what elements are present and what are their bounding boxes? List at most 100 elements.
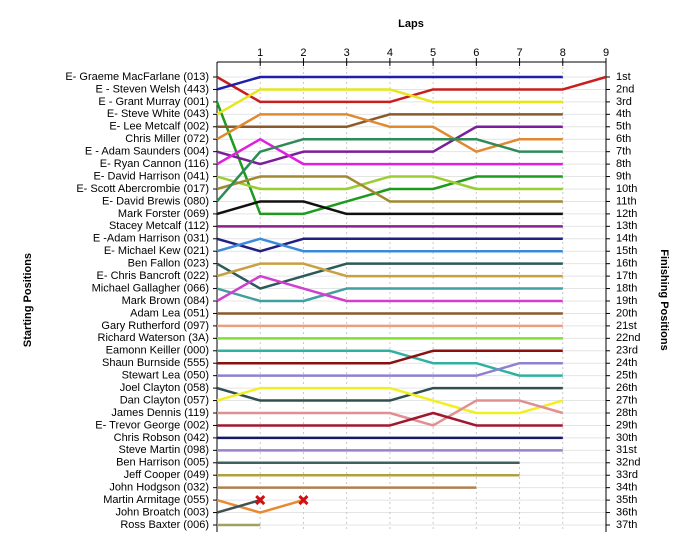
starting-position-label: Chris Robson (042) [114,432,209,444]
starting-position-label: E- Trevor George (002) [95,419,209,431]
x-axis-title: Laps [398,18,424,30]
starting-position-label: E - Grant Murray (001) [98,96,209,108]
position-line [216,274,563,303]
starting-position-label: Martin Armitage (055) [103,494,209,506]
position-line [217,411,563,427]
position-line [216,386,563,402]
position-line [217,399,564,427]
position-line [216,75,563,91]
starting-position-label: Chris Miller (072) [125,133,209,145]
y2-tick-label: 14th [616,233,637,245]
starting-position-label: E - Adam Saunders (004) [85,146,209,158]
position-line [216,498,304,514]
y2-tick-label: 32nd [616,457,640,469]
y2-tick-label: 18th [616,282,637,294]
starting-position-label: E- Graeme MacFarlane (013) [65,71,209,83]
starting-position-label: Jeff Cooper (049) [124,469,209,481]
starting-position-label: E -Adam Harrison (031) [93,233,209,245]
position-line [216,200,563,216]
y2-tick-label: 24th [616,357,637,369]
starting-position-label: John Hodgson (032) [109,482,209,494]
starting-position-label: Shaun Burnside (555) [102,357,209,369]
starting-position-label: Gary Rutherford (097) [101,320,209,332]
starting-position-label: Ben Harrison (005) [116,457,209,469]
y2-tick-label: 27th [616,394,637,406]
starting-position-label: Adam Lea (051) [130,307,209,319]
y2-tick-label: 34th [616,482,637,494]
starting-position-label: James Dennis (119) [111,407,209,419]
retired-marker [255,495,266,506]
starting-position-label: Richard Waterson (3A) [98,332,209,344]
position-line [216,88,563,116]
x-tick-label: 9 [603,47,609,59]
y2-tick-label: 2nd [616,83,634,95]
position-line [216,386,564,415]
y2-tick-label: 23rd [616,345,638,357]
position-line [216,113,563,153]
position-line [216,175,563,203]
position-line [216,498,261,514]
y2-tick-label: 28th [616,407,637,419]
y2-tick-label: 31st [616,444,637,456]
y2-tick-label: 9th [616,170,631,182]
y2-tick-label: 12th [616,208,637,220]
y2-tick-label: 20th [616,307,637,319]
y2-tick-label: 30th [616,432,637,444]
y2-tick-label: 7th [616,146,631,158]
x-tick-label: 8 [560,47,566,59]
starting-position-label: Ben Fallon (023) [128,258,209,270]
position-line [216,237,563,253]
y2-tick-label: 16th [616,258,637,270]
y2-tick-label: 11th [616,195,637,207]
x-tick-label: 5 [430,47,436,59]
y2-tick-label: 26th [616,382,637,394]
position-line [216,125,563,166]
starting-position-label: Michael Gallagher (066) [92,282,209,294]
y2-tick-label: 1st [616,71,631,83]
starting-position-label: Steve Martin (098) [119,444,209,456]
y2-tick-label: 22nd [616,332,640,344]
starting-position-label: Ross Baxter (006) [120,519,209,531]
position-line [217,361,563,377]
starting-position-label: E- Michael Kew (021) [104,245,209,257]
position-line [216,137,563,203]
y2-tick-label: 25th [616,370,637,382]
starting-position-label: E- Steve White (043) [107,108,209,120]
y2-tick-label: 13th [616,220,637,232]
starting-position-label: E- Chris Bancroft (022) [97,270,209,282]
x-tick-label: 6 [473,47,479,59]
starting-position-label: E- David Brewis (080) [102,195,209,207]
x-tick-label: 3 [344,47,350,59]
position-line [216,262,563,290]
starting-position-label: E- Lee Metcalf (002) [109,121,209,133]
y2-tick-label: 17th [616,270,637,282]
y2-tick-label: 10th [616,183,637,195]
starting-position-label: Eamonn Keiller (000) [106,345,209,357]
y2-tick-label: 37th [616,519,637,531]
y-axis-title: Starting Positions [22,253,34,347]
starting-position-label: Joel Clayton (058) [120,382,209,394]
position-line [217,349,563,365]
position-line [217,113,563,129]
y2-axis-title: Finishing Positions [658,249,670,350]
x-tick-label: 2 [300,47,306,59]
position-line [216,237,563,253]
starting-position-label: John Broatch (003) [115,506,209,518]
y2-tick-label: 8th [616,158,631,170]
y2-tick-label: 36th [616,506,637,518]
starting-position-label: Dan Clayton (057) [120,394,209,406]
position-line [216,175,563,191]
y2-tick-label: 33rd [616,469,638,481]
y2-tick-label: 35th [616,494,637,506]
starting-position-label: E- Ryan Cannon (116) [100,158,209,170]
y2-tick-label: 3rd [616,96,632,108]
x-tick-label: 7 [516,47,522,59]
starting-position-label: Mark Brown (084) [122,295,209,307]
y2-tick-label: 15th [616,245,637,257]
position-line [216,262,563,278]
y2-tick-label: 6th [616,133,631,145]
retired-marker [298,495,309,506]
starting-position-label: Stacey Metcalf (112) [109,220,209,232]
starting-position-label: E- David Harrison (041) [93,170,209,182]
